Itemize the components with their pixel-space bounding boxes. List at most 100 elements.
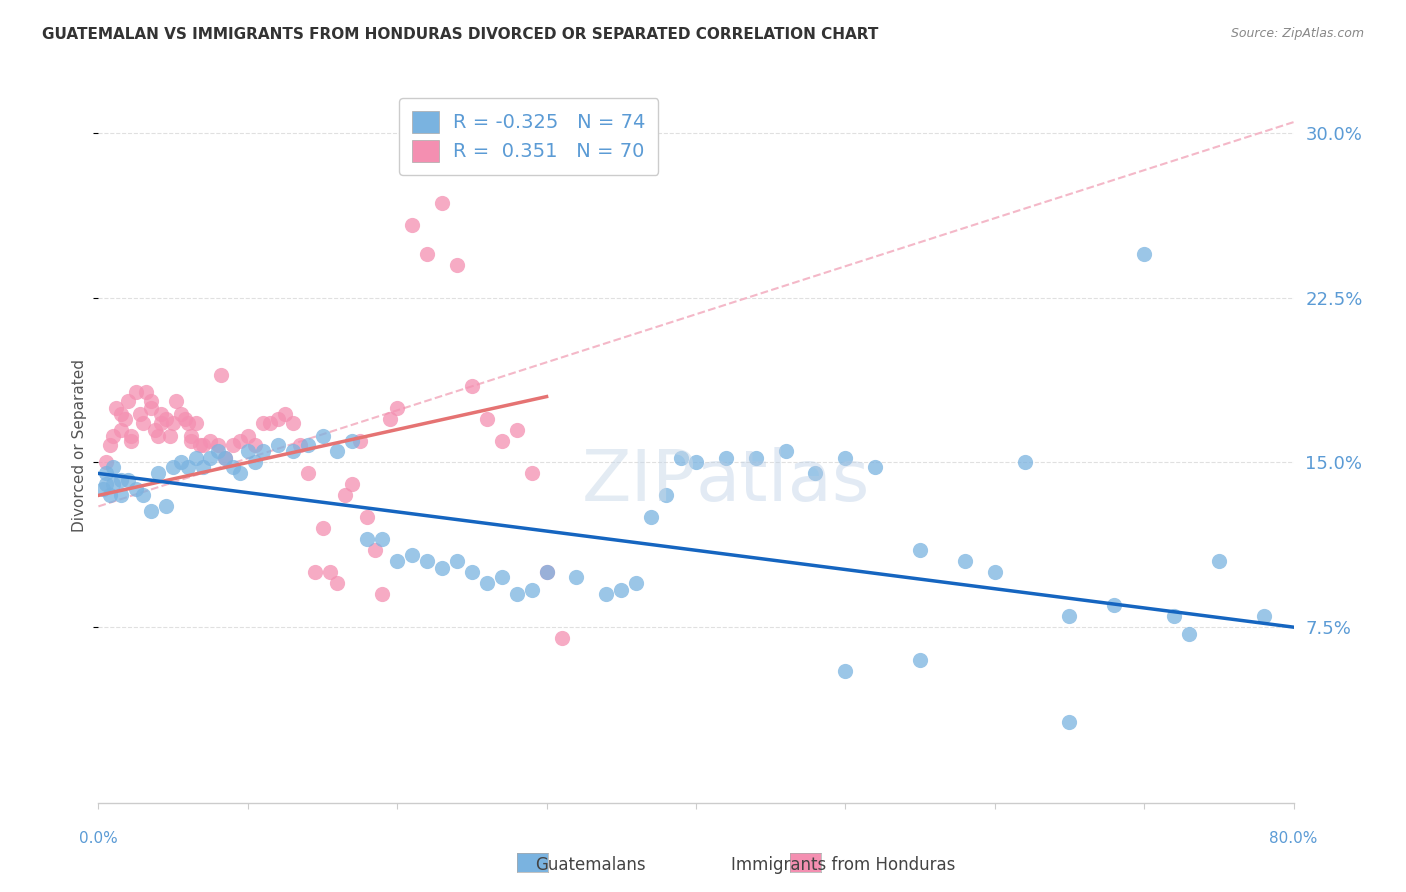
Point [834, 451, 856, 466]
Point [125, 482, 148, 496]
Point [281, 444, 304, 458]
Point [304, 566, 326, 580]
Point [222, 438, 245, 452]
Point [491, 434, 513, 448]
Text: ZIP: ZIP [582, 447, 696, 516]
Point [430, 196, 453, 211]
Point [150, 407, 173, 421]
Point [135, 385, 157, 400]
Point [288, 438, 311, 452]
Point [159, 429, 181, 443]
Point [416, 554, 439, 568]
Point [953, 554, 976, 568]
Point [129, 407, 152, 421]
Point [714, 451, 737, 466]
Point [1208, 554, 1230, 568]
Point [139, 401, 162, 415]
Point [165, 394, 187, 409]
Point [94, 477, 117, 491]
Point [180, 434, 202, 448]
Point [94, 455, 117, 469]
Point [143, 423, 166, 437]
Point [110, 423, 132, 437]
Point [132, 416, 155, 430]
Point [655, 488, 678, 502]
Point [207, 438, 229, 452]
Point [984, 566, 1007, 580]
Point [139, 394, 162, 409]
Point [1253, 609, 1275, 624]
Text: Source: ZipAtlas.com: Source: ZipAtlas.com [1230, 27, 1364, 40]
Point [214, 451, 236, 466]
Point [103, 429, 125, 443]
Point [1059, 714, 1081, 729]
Point [150, 416, 173, 430]
Point [252, 416, 274, 430]
Text: Guatemalans: Guatemalans [536, 856, 645, 874]
Point [356, 533, 378, 547]
Point [98, 488, 122, 502]
Point [475, 411, 498, 425]
Point [207, 444, 229, 458]
Point [110, 473, 132, 487]
Point [245, 438, 267, 452]
Point [319, 566, 342, 580]
Point [669, 451, 692, 466]
Point [229, 434, 252, 448]
Point [1133, 247, 1156, 261]
Point [834, 664, 856, 678]
Point [148, 467, 170, 481]
Point [461, 378, 484, 392]
Point [155, 500, 177, 514]
Point [117, 394, 139, 409]
Text: GUATEMALAN VS IMMIGRANTS FROM HONDURAS DIVORCED OR SEPARATED CORRELATION CHART: GUATEMALAN VS IMMIGRANTS FROM HONDURAS D… [42, 27, 879, 42]
Point [169, 407, 191, 421]
Point [267, 438, 290, 452]
Point [200, 451, 222, 466]
Point [371, 533, 394, 547]
Point [520, 467, 543, 481]
Point [536, 566, 558, 580]
Point [162, 459, 184, 474]
Point [125, 385, 148, 400]
Point [446, 554, 468, 568]
Point [148, 429, 170, 443]
Point [475, 576, 498, 591]
Point [245, 455, 267, 469]
Point [342, 434, 364, 448]
Point [174, 411, 197, 425]
Point [430, 561, 453, 575]
Point [184, 451, 207, 466]
Legend: R = -0.325   N = 74, R =  0.351   N = 70: R = -0.325 N = 74, R = 0.351 N = 70 [399, 98, 658, 175]
Point [416, 247, 439, 261]
Point [155, 411, 177, 425]
Point [640, 510, 662, 524]
Point [1014, 455, 1036, 469]
Point [188, 438, 211, 452]
Point [169, 455, 191, 469]
Point [209, 368, 232, 382]
Point [491, 569, 513, 583]
Point [200, 434, 222, 448]
Point [259, 416, 281, 430]
Point [342, 477, 364, 491]
Point [117, 473, 139, 487]
Point [177, 416, 200, 430]
Text: 80.0%: 80.0% [1270, 830, 1317, 846]
Point [281, 416, 304, 430]
Y-axis label: Divorced or Separated: Divorced or Separated [72, 359, 87, 533]
Point [222, 459, 245, 474]
Point [1104, 598, 1126, 612]
Point [274, 407, 297, 421]
Point [91, 482, 114, 496]
Point [1178, 626, 1201, 640]
Point [385, 401, 409, 415]
Point [191, 438, 214, 452]
Point [595, 587, 617, 601]
Point [252, 444, 274, 458]
Text: atlas: atlas [696, 447, 870, 516]
Point [184, 416, 207, 430]
Point [105, 401, 128, 415]
Point [297, 467, 319, 481]
Point [98, 438, 122, 452]
